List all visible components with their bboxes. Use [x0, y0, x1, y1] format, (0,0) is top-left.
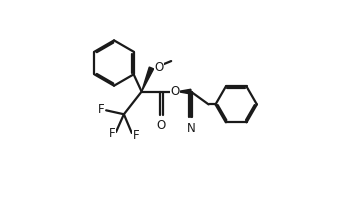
Text: O: O: [170, 85, 180, 98]
Text: O: O: [157, 119, 166, 132]
Text: F: F: [132, 129, 139, 142]
Text: F: F: [109, 127, 115, 140]
Text: N: N: [186, 122, 195, 135]
Polygon shape: [178, 89, 191, 94]
Text: O: O: [154, 61, 164, 74]
Text: F: F: [98, 103, 104, 116]
Polygon shape: [142, 67, 154, 92]
